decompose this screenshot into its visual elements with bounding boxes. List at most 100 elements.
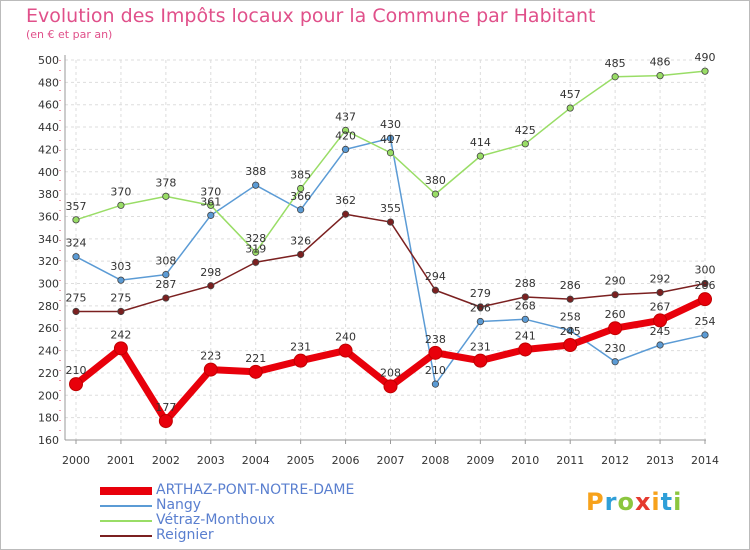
data-point <box>248 364 263 379</box>
data-point <box>162 192 170 200</box>
data-label: 357 <box>66 200 87 213</box>
data-point <box>113 341 128 356</box>
data-point <box>162 270 170 279</box>
data-point <box>207 282 215 290</box>
x-tick-label: 2000 <box>62 454 90 467</box>
data-point <box>428 345 443 360</box>
x-tick-label: 2013 <box>646 454 674 467</box>
data-label: 414 <box>470 136 491 149</box>
series-points <box>69 67 712 428</box>
data-point <box>656 72 664 80</box>
x-tick-label: 2002 <box>152 454 180 467</box>
y-tick-label: 480 <box>38 76 59 89</box>
data-label: 242 <box>110 328 131 341</box>
data-label: 490 <box>695 51 716 64</box>
data-label: 245 <box>650 325 671 338</box>
x-tick-label: 2007 <box>377 454 405 467</box>
y-tick-label: 380 <box>38 188 59 201</box>
data-point <box>383 379 398 394</box>
data-point <box>297 184 305 193</box>
data-point <box>518 342 533 357</box>
logo-letter: r <box>604 488 618 516</box>
legend-swatch <box>100 487 152 495</box>
data-label: 300 <box>695 264 716 277</box>
data-label: 223 <box>200 350 221 363</box>
data-label: 177 <box>155 401 176 414</box>
data-point <box>653 313 668 328</box>
y-tick-label: 240 <box>38 345 59 358</box>
x-tick-label: 2003 <box>197 454 225 467</box>
data-point <box>207 201 215 209</box>
data-point <box>338 343 353 358</box>
data-point <box>69 377 83 392</box>
data-point <box>476 317 484 326</box>
logo-letter: o <box>617 488 635 516</box>
data-point <box>117 276 125 284</box>
x-tick-label: 2005 <box>287 454 315 467</box>
data-point <box>252 181 260 189</box>
logo-letter: x <box>634 488 652 516</box>
data-point <box>701 67 709 75</box>
data-point <box>431 190 440 198</box>
x-tick-label: 2009 <box>466 454 494 467</box>
data-point <box>158 414 173 428</box>
data-point <box>386 134 395 142</box>
data-point <box>656 288 664 297</box>
data-point <box>611 291 619 299</box>
data-point <box>521 293 529 301</box>
data-label: 267 <box>650 300 671 313</box>
data-label: 241 <box>515 329 536 342</box>
data-label: 485 <box>605 57 626 70</box>
data-point <box>297 250 305 259</box>
y-tick-label: 200 <box>38 389 59 402</box>
data-label: 231 <box>290 341 311 354</box>
proxiti-logo: Proxiti <box>586 488 682 516</box>
logo-letter: i <box>651 488 661 516</box>
data-point <box>611 73 619 81</box>
y-tick-label: 280 <box>38 300 59 313</box>
data-point <box>341 126 350 135</box>
data-point <box>431 380 440 388</box>
data-label: 326 <box>290 234 311 247</box>
x-tick-label: 2010 <box>511 454 539 467</box>
data-label: 308 <box>155 255 176 268</box>
data-label: 417 <box>380 133 401 146</box>
data-point <box>386 218 395 226</box>
data-label: 303 <box>110 260 131 273</box>
y-tick-label: 420 <box>38 143 59 156</box>
data-label: 266 <box>470 302 491 315</box>
legend-swatch <box>100 535 152 537</box>
data-point <box>656 341 664 349</box>
logo-letter: i <box>673 488 683 516</box>
logo-letter: t <box>660 488 674 516</box>
data-label: 254 <box>695 315 716 328</box>
y-tick-label: 180 <box>38 412 59 425</box>
data-label: 286 <box>560 279 581 292</box>
x-tick-label: 2006 <box>332 454 360 467</box>
data-label: 292 <box>650 272 671 285</box>
y-tick-label: 320 <box>38 255 59 268</box>
data-label: 238 <box>425 333 446 346</box>
data-label: 366 <box>290 190 311 203</box>
data-point <box>611 358 619 366</box>
data-label: 457 <box>560 88 581 101</box>
x-tick-labels: 2000 2001 2002 2003 2004 2005 2006 2007 2008 2009… <box>62 454 719 467</box>
data-label: 240 <box>335 331 356 344</box>
x-tick-label: 2001 <box>107 454 135 467</box>
data-label: 388 <box>245 165 266 178</box>
data-point <box>563 338 578 352</box>
data-point <box>521 315 529 323</box>
data-point <box>521 140 529 148</box>
y-tick-label: 500 <box>38 54 59 67</box>
data-label: 231 <box>470 341 491 354</box>
data-label: 221 <box>245 352 266 365</box>
data-label: 279 <box>470 287 491 300</box>
data-label: 275 <box>110 291 131 304</box>
y-tick-label: 260 <box>38 322 59 335</box>
data-label: 287 <box>155 278 176 291</box>
data-point <box>72 307 80 316</box>
data-point <box>566 295 574 303</box>
data-label: 370 <box>110 185 131 198</box>
y-tick-label: 160 <box>38 434 59 447</box>
